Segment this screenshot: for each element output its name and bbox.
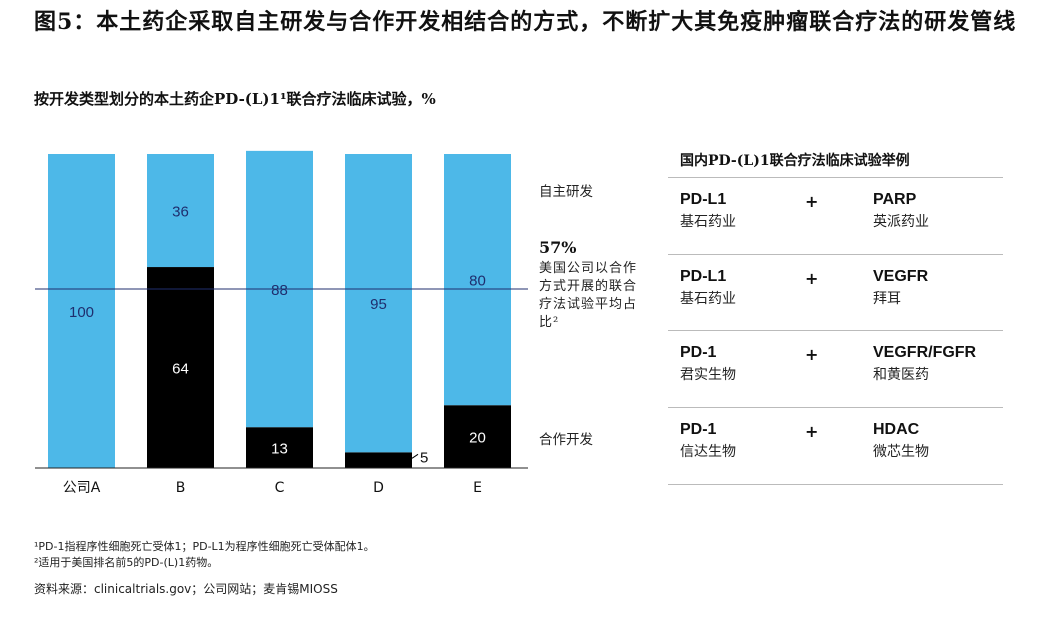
data-label-self-developed: 36 (172, 204, 189, 221)
bar-segment-self-developed (444, 154, 511, 406)
stacked-bar-chart: 100 公司A 36 64 B 88 13 C 95 5 D 80 20 E (35, 150, 528, 496)
company-name: 君实生物 (680, 367, 736, 383)
plus-sign: + (805, 269, 819, 288)
example-row: PD-1 君实生物 + VEGFR/FGFR 和黄医药 (668, 334, 1003, 410)
drug-name: VEGFR (873, 268, 929, 285)
data-label-cooperative: 64 (172, 361, 189, 378)
plus-sign: + (805, 345, 819, 364)
data-label-self-developed: 88 (271, 282, 288, 299)
bar-segment-cooperative (345, 452, 412, 468)
reference-note: 美国公司以合作方式开展的联合疗法试验平均占比² (539, 261, 638, 330)
x-tick-label: C (275, 480, 285, 496)
data-label-cooperative: 5 (420, 449, 428, 466)
chart-subtitle: 按开发类型划分的本土药企PD-(L)1¹联合疗法临床试验，% (34, 90, 436, 108)
drug-name: HDAC (873, 421, 920, 438)
panel-divider (668, 177, 1003, 178)
company-name: 英派药业 (873, 214, 929, 230)
panel-divider (668, 254, 1003, 255)
drug-name: PD-1 (680, 421, 717, 438)
plus-sign: + (805, 192, 819, 211)
legend-cooperative: 合作开发 (539, 432, 593, 448)
footnote-1: ¹PD-1指程序性细胞死亡受体1；PD-L1为程序性细胞死亡受体配体1。 (34, 540, 375, 553)
figure-title: 图5：本土药企采取自主研发与合作开发相结合的方式，不断扩大其免疫肿瘤联合疗法的研… (34, 9, 1017, 35)
drug-name: PD-L1 (680, 268, 727, 285)
bar-segment-cooperative (246, 427, 313, 468)
company-name: 基石药业 (680, 291, 736, 307)
data-label-self-developed: 80 (469, 273, 486, 290)
example-row: PD-L1 基石药业 + PARP 英派药业 (668, 181, 1003, 257)
example-row: PD-L1 基石药业 + VEGFR 拜耳 (668, 258, 1003, 334)
data-label-cooperative: 13 (271, 441, 288, 458)
footnote-2: ²适用于美国排名前5的PD-(L)1药物。 (34, 556, 219, 569)
plus-sign: + (805, 422, 819, 441)
bar-segment-self-developed (48, 154, 115, 468)
reference-value: 57% (539, 238, 577, 257)
bar-segment-self-developed (147, 154, 214, 268)
data-label-cooperative: 20 (469, 430, 486, 447)
company-name: 拜耳 (873, 291, 901, 307)
legend-self-developed: 自主研发 (539, 184, 593, 200)
x-tick-label: D (373, 480, 384, 496)
company-name: 基石药业 (680, 214, 736, 230)
drug-name: PD-L1 (680, 191, 727, 208)
company-name: 和黄医药 (873, 367, 929, 383)
source-note: 资料来源：clinicaltrials.gov；公司网站；麦肯锡MIOSS (34, 582, 338, 596)
panel-divider (668, 330, 1003, 331)
bar-segment-cooperative (444, 405, 511, 468)
bar-segment-self-developed (345, 154, 412, 453)
drug-name: PD-1 (680, 344, 717, 361)
panel-divider (668, 484, 1003, 485)
drug-name: PARP (873, 191, 917, 208)
panel-divider (668, 407, 1003, 408)
x-tick-label: 公司A (63, 480, 101, 496)
data-label-self-developed: 100 (69, 304, 94, 321)
x-tick-label: E (473, 480, 482, 496)
bar-segment-cooperative (147, 267, 214, 468)
x-tick-label: B (176, 480, 186, 496)
company-name: 微芯生物 (873, 444, 929, 460)
example-row: PD-1 信达生物 + HDAC 微芯生物 (668, 411, 1003, 487)
data-label-leader (411, 453, 419, 459)
data-label-self-developed: 95 (370, 296, 387, 313)
examples-panel-title: 国内PD-(L)1联合疗法临床试验举例 (680, 153, 910, 169)
drug-name: VEGFR/FGFR (873, 344, 977, 361)
company-name: 信达生物 (680, 444, 736, 460)
